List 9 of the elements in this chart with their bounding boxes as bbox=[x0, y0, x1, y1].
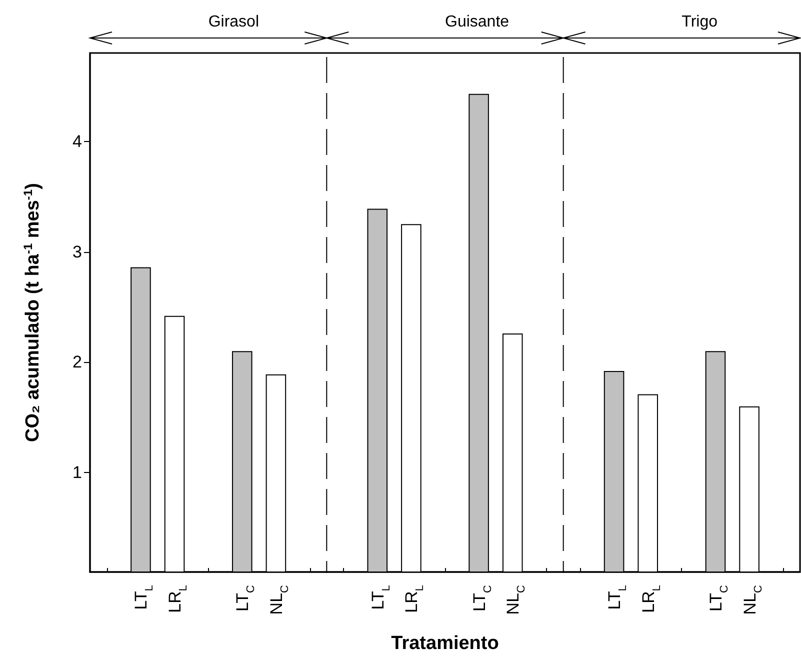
y-axis-title: CO₂ acumulado (t ha-1 mes-1) bbox=[21, 183, 44, 442]
text: Guisante bbox=[444, 14, 510, 30]
x-axis-title: Tratamiento bbox=[391, 633, 499, 654]
y-tick-label: 2 bbox=[72, 352, 82, 372]
text: Trigo bbox=[682, 14, 718, 30]
text: Girasol bbox=[208, 14, 260, 30]
y-tick-label: 4 bbox=[72, 132, 82, 151]
y-tick-label: 1 bbox=[72, 463, 82, 482]
y-tick-label: 3 bbox=[72, 242, 82, 262]
